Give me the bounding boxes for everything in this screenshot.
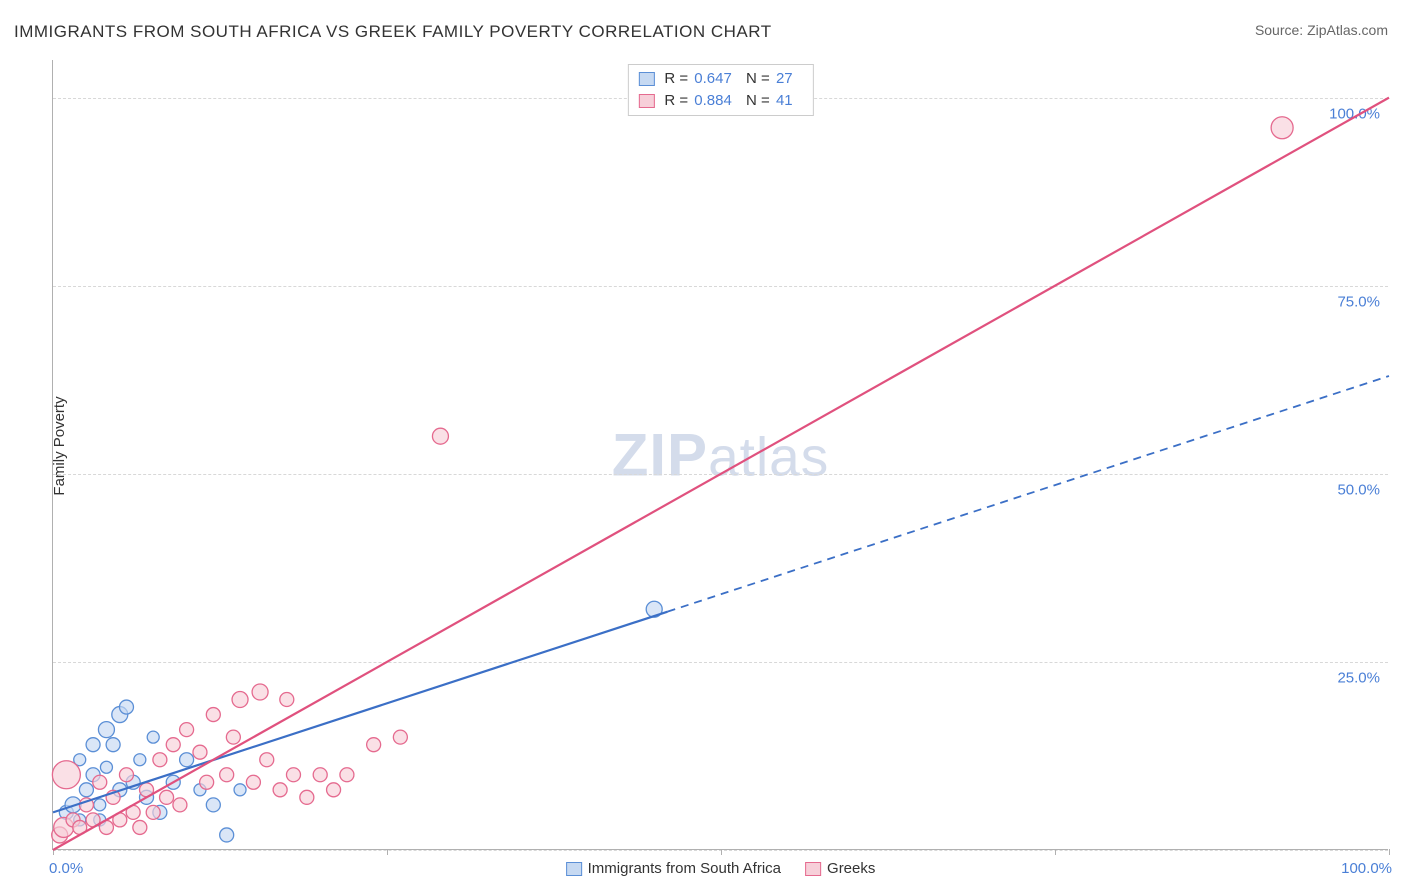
stats-legend: R = 0.647 N = 27 R = 0.884 N = 41	[627, 64, 813, 116]
swatch-series2	[638, 94, 654, 108]
legend-item-series2: Greeks	[805, 860, 875, 877]
chart-container: IMMIGRANTS FROM SOUTH AFRICA VS GREEK FA…	[0, 0, 1406, 892]
chart-title: IMMIGRANTS FROM SOUTH AFRICA VS GREEK FA…	[14, 22, 772, 42]
scatter-svg	[53, 60, 1388, 849]
swatch-series1	[638, 72, 654, 86]
swatch-series2-bottom	[805, 862, 821, 876]
x-tick-min: 0.0%	[49, 860, 83, 877]
bottom-legend: Immigrants from South Africa Greeks	[566, 860, 876, 877]
plot-area: ZIPatlas 25.0%50.0%75.0%100.0% R = 0.647…	[52, 60, 1388, 850]
source-credit: Source: ZipAtlas.com	[1255, 22, 1388, 38]
x-tick-max: 100.0%	[1341, 860, 1392, 877]
stats-row-series1: R = 0.647 N = 27	[638, 68, 802, 90]
legend-item-series1: Immigrants from South Africa	[566, 860, 781, 877]
stats-row-series2: R = 0.884 N = 41	[638, 90, 802, 112]
swatch-series1-bottom	[566, 862, 582, 876]
